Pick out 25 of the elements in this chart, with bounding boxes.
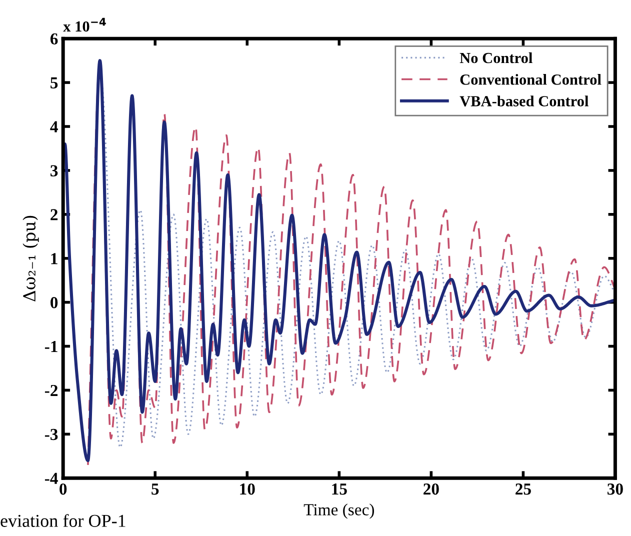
legend-label: VBA-based Control <box>460 96 588 106</box>
x-tick-label: 0 <box>60 483 67 495</box>
legend-label: No Control <box>460 52 532 64</box>
y-tick-label: -2 <box>44 384 58 396</box>
y-tick-label: -4 <box>44 472 58 484</box>
x-tick-label: 10 <box>240 483 255 495</box>
y-tick-label: 5 <box>50 77 58 88</box>
y-tick-label: -3 <box>44 428 58 440</box>
y-tick-label: 3 <box>50 165 58 176</box>
y-tick-label: 2 <box>50 209 58 220</box>
y-axis-title: Δω₂₋₁ (pu) <box>22 216 39 302</box>
x-tick-label: 5 <box>152 484 159 495</box>
y-tick-label: 4 <box>50 121 58 132</box>
x-tick-label: 15 <box>332 484 347 495</box>
x-axis-title: Time (sec) <box>304 504 374 519</box>
text: eviation for OP-1 <box>0 514 126 527</box>
x-tick-label: 25 <box>516 484 531 495</box>
x-tick-label: 30 <box>608 483 623 495</box>
y-tick-label: 0 <box>50 297 58 308</box>
x-tick-label: 20 <box>424 483 439 495</box>
y-tick-label: -1 <box>44 341 58 352</box>
text: x 10$^{−4}$ <box>63 18 106 32</box>
y-tick-label: 6 <box>50 33 58 45</box>
y-tick-label: 1 <box>51 253 58 264</box>
legend-label: Conventional Control <box>460 74 602 85</box>
